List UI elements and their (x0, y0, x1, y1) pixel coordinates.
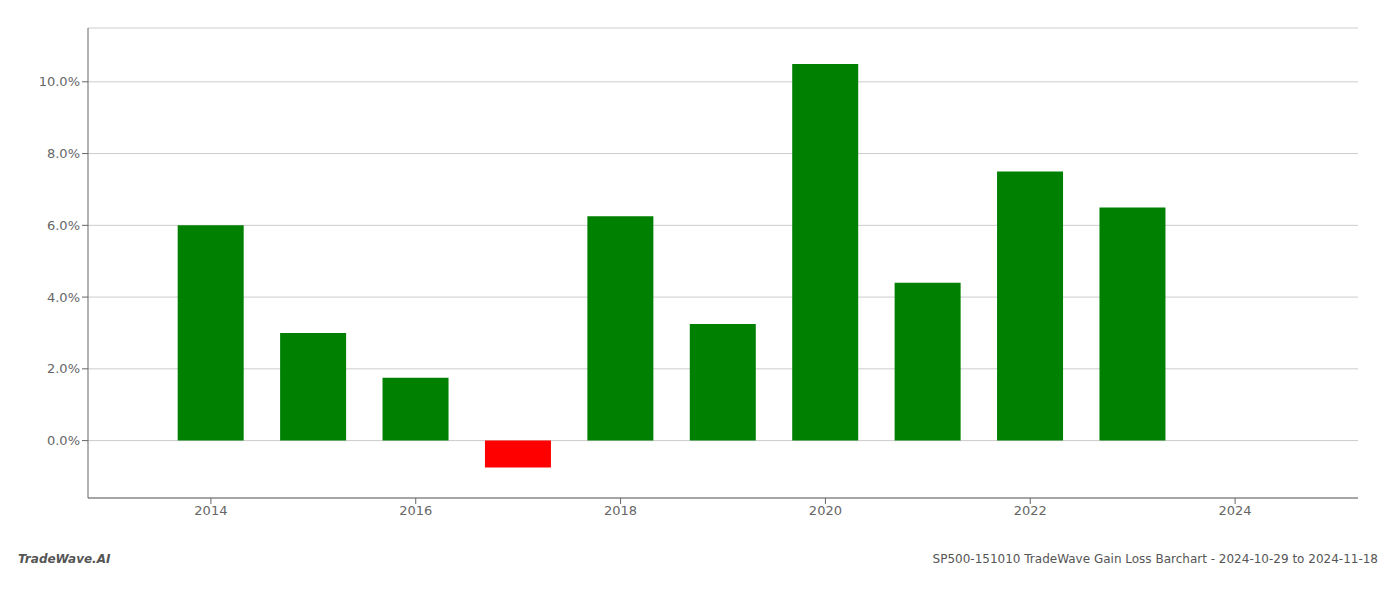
svg-text:2022: 2022 (1014, 503, 1047, 518)
svg-text:6.0%: 6.0% (47, 218, 80, 233)
svg-text:2018: 2018 (604, 503, 637, 518)
svg-text:8.0%: 8.0% (47, 146, 80, 161)
svg-text:2020: 2020 (809, 503, 842, 518)
svg-text:10.0%: 10.0% (39, 74, 80, 89)
html-text:SP500-151010 TradeWave Gain Lo: SP500-151010 TradeWave Gain Loss Barchar… (932, 552, 1378, 566)
svg-text:2024: 2024 (1219, 503, 1252, 518)
svg-text:2.0%: 2.0% (47, 361, 80, 376)
svg-text:0.0%: 0.0% (47, 433, 80, 448)
svg-text:2014: 2014 (194, 503, 227, 518)
svg-text:4.0%: 4.0% (47, 290, 80, 305)
html-text:TradeWave.AI: TradeWave.AI (18, 552, 111, 566)
svg-text:2016: 2016 (399, 503, 432, 518)
